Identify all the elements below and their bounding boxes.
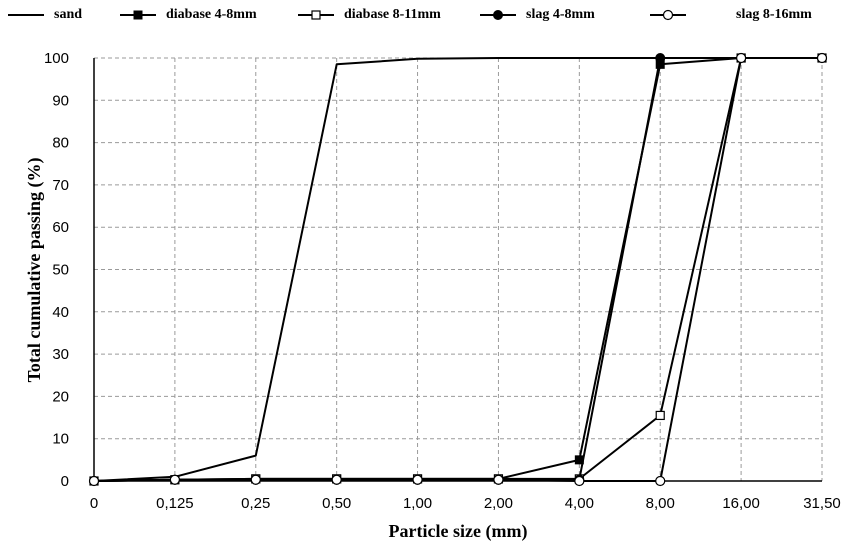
y-axis-title: Total cumulative passing (%) bbox=[24, 158, 45, 383]
tick-labels: 0 10 20 30 40 50 60 70 80 90 100 0 0,125 0,25 0,50 1,00… bbox=[44, 50, 841, 512]
y-tick-label: 20 bbox=[52, 388, 69, 405]
data-point-slag-8-16mm bbox=[574, 475, 585, 487]
data-point-diabase-8-11mm bbox=[655, 410, 665, 421]
data-point-slag-8-16mm bbox=[736, 52, 747, 64]
data-point-slag-8-16mm bbox=[169, 474, 180, 485]
legend-label: slag 8-16mm bbox=[736, 7, 812, 22]
x-tick-label: 16,00 bbox=[722, 495, 760, 512]
x-tick-label: 1,00 bbox=[403, 495, 432, 512]
y-tick-label: 0 bbox=[61, 473, 69, 490]
legend-label: sand bbox=[54, 7, 83, 22]
data-point-slag-8-16mm bbox=[412, 474, 423, 485]
series-layer bbox=[88, 52, 828, 487]
y-tick-label: 10 bbox=[52, 431, 69, 448]
legend-filled-square-icon bbox=[120, 10, 156, 20]
y-tick-label: 60 bbox=[52, 219, 69, 236]
grid bbox=[94, 57, 823, 481]
x-tick-label: 2,00 bbox=[484, 495, 513, 512]
legend-open-circle-icon bbox=[650, 9, 686, 21]
x-tick-label: 4,00 bbox=[565, 495, 594, 512]
y-tick-label: 80 bbox=[52, 135, 69, 152]
data-point-slag-8-16mm bbox=[493, 474, 504, 485]
legend: sand diabase 4-8mm diabase 8-11mm slag 4… bbox=[6, 6, 840, 26]
x-tick-label: 31,50 bbox=[803, 495, 841, 512]
x-tick-label: 0,50 bbox=[322, 495, 351, 512]
legend-line-icon bbox=[8, 14, 44, 16]
data-point-slag-8-16mm bbox=[250, 474, 261, 485]
legend-open-square-icon bbox=[298, 10, 334, 20]
x-tick-label: 0,125 bbox=[156, 495, 194, 512]
legend-label: slag 4-8mm bbox=[526, 7, 595, 22]
y-tick-label: 70 bbox=[52, 177, 69, 194]
data-point-slag-8-16mm bbox=[816, 52, 828, 64]
axes bbox=[93, 58, 822, 482]
data-point-slag-4-8mm bbox=[655, 53, 666, 63]
x-axis-title: Particle size (mm) bbox=[389, 521, 528, 542]
y-tick-label: 90 bbox=[52, 92, 69, 109]
y-tick-label: 50 bbox=[52, 262, 69, 279]
data-point-slag-8-16mm bbox=[655, 475, 666, 487]
legend-filled-circle-icon bbox=[480, 10, 516, 20]
x-tick-label: 8,00 bbox=[646, 495, 675, 512]
data-point-slag-8-16mm bbox=[331, 474, 342, 485]
y-tick-label: 40 bbox=[52, 304, 69, 321]
x-tick-label: 0,25 bbox=[241, 495, 270, 512]
x-tick-label: 0 bbox=[90, 495, 98, 512]
y-tick-label: 100 bbox=[44, 50, 69, 67]
legend-label: diabase 8-11mm bbox=[344, 7, 441, 22]
y-tick-label: 30 bbox=[52, 346, 69, 363]
series-line-slag-8-16mm bbox=[93, 57, 822, 482]
data-point-slag-8-16mm bbox=[88, 475, 100, 487]
legend-label: diabase 4-8mm bbox=[166, 7, 257, 22]
